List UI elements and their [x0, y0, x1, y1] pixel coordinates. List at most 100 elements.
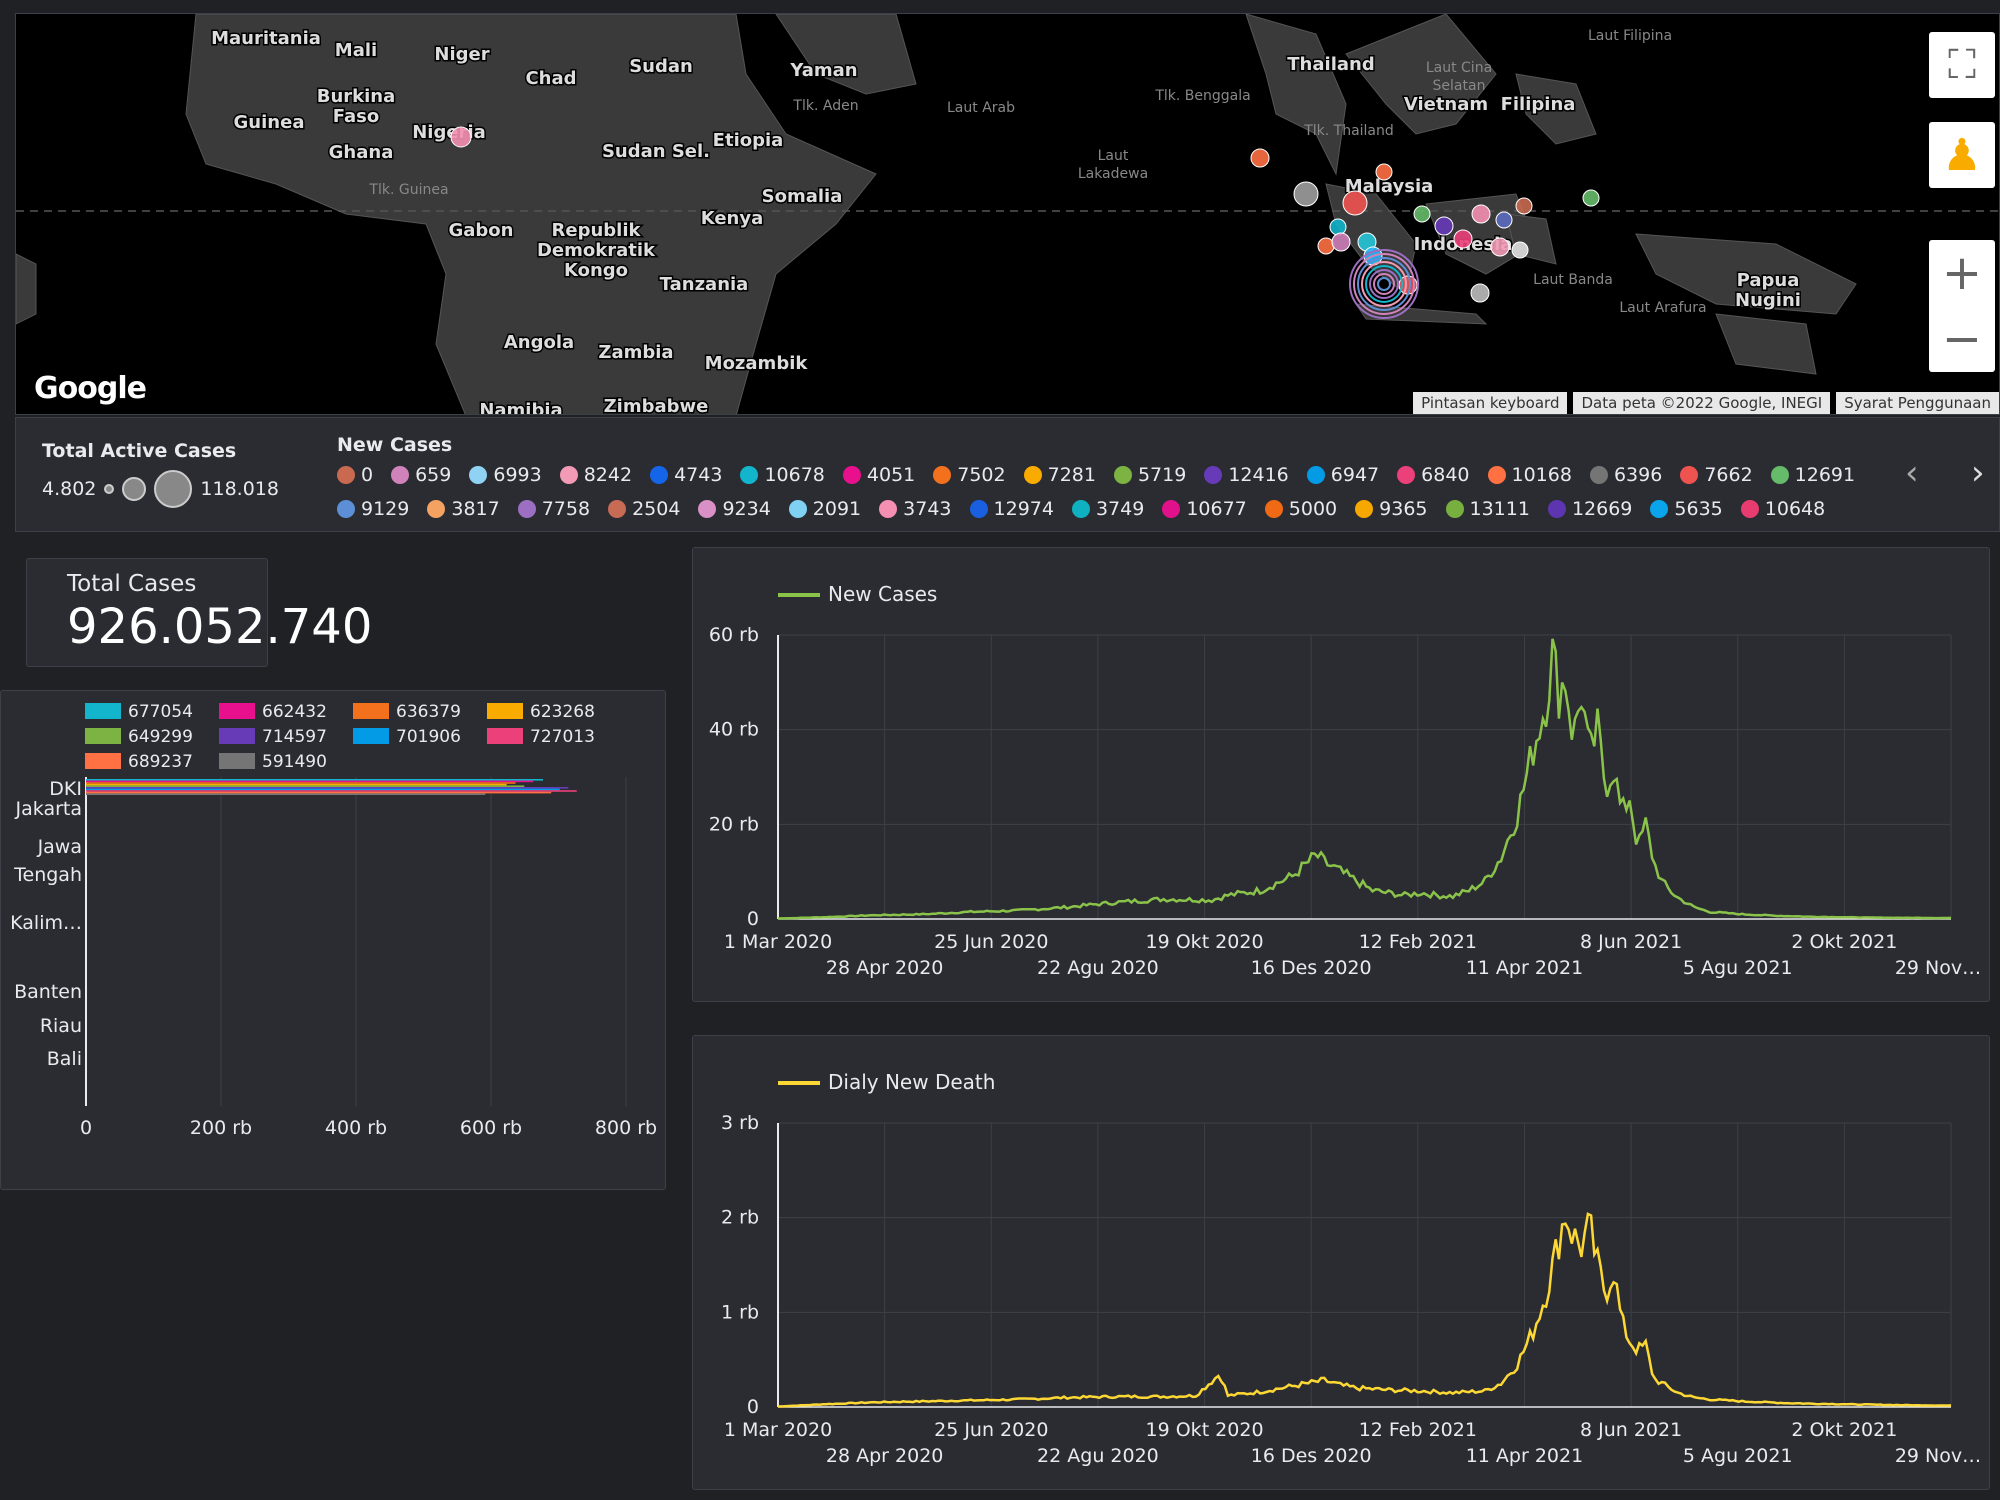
bar-legend-label: 727013	[530, 727, 595, 747]
case-bubble[interactable]	[450, 126, 472, 148]
case-bubble[interactable]	[1413, 205, 1431, 223]
case-bubble[interactable]	[1490, 237, 1510, 257]
legend-item[interactable]: 13111	[1445, 498, 1530, 520]
legend-label: 9234	[722, 498, 771, 520]
legend-item[interactable]: 7662	[1680, 464, 1753, 486]
map-country-label: Faso	[333, 106, 379, 127]
line-x-tick: 28 Apr 2020	[826, 957, 943, 979]
legend-item[interactable]: 10168	[1487, 464, 1572, 486]
case-bubble[interactable]	[1317, 237, 1335, 255]
legend-item[interactable]: 10648	[1740, 498, 1825, 520]
case-bubble[interactable]	[1515, 197, 1533, 215]
case-bubble[interactable]	[1349, 249, 1419, 319]
map-country-label: Zimbabwe	[604, 396, 709, 415]
case-bubble[interactable]	[1434, 216, 1454, 236]
bar[interactable]	[86, 780, 534, 783]
bar[interactable]	[86, 790, 577, 792]
legend-item[interactable]: 5000	[1264, 498, 1337, 520]
legend-item[interactable]: 7502	[933, 464, 1006, 486]
legend-item[interactable]: 12669	[1547, 498, 1632, 520]
line-x-tick: 1 Mar 2020	[724, 931, 832, 953]
legend-dot-icon	[1397, 466, 1416, 484]
legend-item[interactable]: 7758	[517, 498, 590, 520]
zoom-in-button[interactable]: +	[1941, 245, 1983, 301]
active-max: 118.018	[200, 478, 279, 500]
legend-item[interactable]: 9234	[698, 498, 771, 520]
case-bubble[interactable]	[1357, 257, 1411, 311]
map-view[interactable]: Mauritania Mali Niger Chad Sudan Yaman Burkina…	[15, 13, 2000, 415]
line-series[interactable]	[777, 1212, 1952, 1408]
legend-item[interactable]: 10678	[740, 464, 825, 486]
legend-item[interactable]: 9365	[1355, 498, 1428, 520]
legend-item[interactable]: 9129	[337, 498, 409, 520]
case-bubble[interactable]	[1453, 229, 1473, 249]
bar[interactable]	[86, 782, 516, 784]
case-bubble[interactable]	[1369, 269, 1399, 299]
case-bubble[interactable]	[1365, 265, 1403, 303]
legend-item[interactable]: 10677	[1162, 498, 1247, 520]
legend-dot-icon	[391, 466, 410, 484]
pegman-icon: ♟	[1942, 129, 1982, 181]
line-series[interactable]	[777, 638, 1952, 920]
legend-item[interactable]: 0	[337, 464, 373, 486]
terms-link[interactable]: Syarat Penggunaan	[1836, 392, 1999, 414]
bar[interactable]	[86, 783, 507, 786]
legend-item[interactable]: 4743	[650, 464, 722, 486]
legend-item[interactable]: 2504	[608, 498, 680, 520]
legend-dot-icon	[1162, 500, 1181, 518]
map-canvas[interactable]: Mauritania Mali Niger Chad Sudan Yaman Burkina…	[16, 14, 2000, 415]
case-bubble[interactable]	[1293, 181, 1319, 207]
case-bubble[interactable]	[1375, 163, 1393, 181]
case-bubble[interactable]	[1471, 204, 1491, 224]
map-country-label: Filipina	[1501, 94, 1576, 115]
legend-item[interactable]: 4051	[842, 464, 915, 486]
legend-item[interactable]: 8242	[559, 464, 632, 486]
legend-item[interactable]: 12416	[1204, 464, 1289, 486]
legend-item[interactable]: 3817	[427, 498, 500, 520]
case-bubble[interactable]	[1353, 253, 1415, 315]
case-bubble[interactable]	[1342, 190, 1368, 216]
legend-label: 0	[361, 464, 374, 486]
legend-item[interactable]: 5635	[1650, 498, 1723, 520]
case-bubble[interactable]	[1250, 148, 1270, 168]
legend-item[interactable]: 6840	[1397, 464, 1470, 486]
legend-next-button[interactable]: ›	[1971, 453, 1985, 493]
case-bubble[interactable]	[1329, 218, 1347, 236]
bar[interactable]	[86, 785, 525, 787]
legend-item[interactable]: 12691	[1770, 464, 1855, 486]
bar[interactable]	[86, 787, 569, 789]
line-y-tick: 20 rb	[709, 813, 759, 835]
case-bubble[interactable]	[1331, 232, 1351, 252]
legend-item[interactable]: 2091	[788, 498, 861, 520]
case-bubble[interactable]	[1377, 277, 1391, 291]
case-bubble[interactable]	[1511, 241, 1529, 259]
case-bubble[interactable]	[1373, 273, 1395, 295]
legend-item[interactable]: 5719	[1113, 464, 1186, 486]
bar[interactable]	[86, 788, 560, 791]
legend-item[interactable]: 6947	[1306, 464, 1379, 486]
case-bubble[interactable]	[1470, 283, 1490, 303]
case-bubble[interactable]	[1361, 261, 1407, 307]
legend-dot-icon	[1547, 500, 1566, 518]
legend-item[interactable]: 3749	[1071, 498, 1144, 520]
zoom-out-button[interactable]: −	[1941, 311, 1983, 367]
active-cases-legend: Total Active Cases 4.802 118.018	[42, 440, 279, 508]
fullscreen-icon: ⛶	[1948, 42, 1976, 88]
bar[interactable]	[86, 791, 552, 794]
legend-item[interactable]: 7281	[1023, 464, 1096, 486]
keyboard-shortcuts-link[interactable]: Pintasan keyboard	[1413, 392, 1568, 414]
legend-item[interactable]: 3743	[879, 498, 952, 520]
street-view-button[interactable]: ♟	[1929, 122, 1995, 188]
bar[interactable]	[86, 779, 544, 781]
legend-item[interactable]: 6993	[469, 464, 542, 486]
bar[interactable]	[86, 793, 486, 795]
land-area	[1635, 233, 1857, 315]
legend-label: 659	[415, 464, 452, 486]
legend-item[interactable]: 12974	[969, 498, 1054, 520]
legend-prev-button[interactable]: ‹	[1905, 453, 1919, 493]
case-bubble[interactable]	[1495, 211, 1513, 229]
fullscreen-button[interactable]: ⛶	[1929, 32, 1995, 98]
legend-item[interactable]: 659	[391, 464, 451, 486]
case-bubble[interactable]	[1582, 189, 1600, 207]
legend-item[interactable]: 6396	[1589, 464, 1662, 486]
